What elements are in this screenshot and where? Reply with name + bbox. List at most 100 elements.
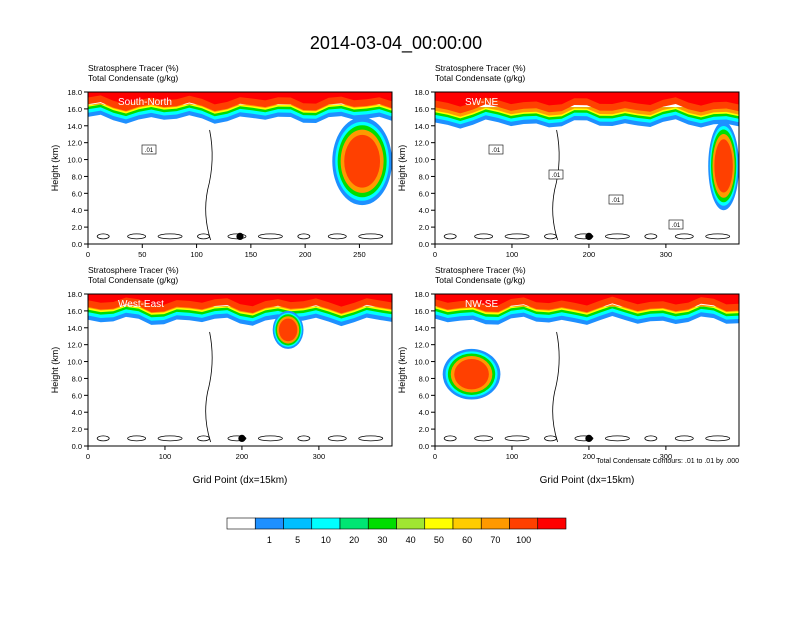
- colorbar-cell: [509, 517, 539, 530]
- panel-south-north: 0.0 2.0 4.0 6.0 8.0 10.0 12.0 14.0 16.0 18.0 0 50 10…: [50, 63, 393, 259]
- colorbar-cell: [537, 517, 567, 530]
- condensate-contour: [552, 331, 560, 443]
- field-layer: [88, 92, 392, 241]
- x-tick-label: 300: [660, 452, 673, 461]
- intrusion-1-layer-5: [714, 139, 733, 193]
- band-100pct: [435, 92, 739, 107]
- panel-annotation: NW-SE: [465, 299, 498, 310]
- y-axis-label: Height (km): [397, 347, 407, 394]
- condensate-contour: [297, 435, 311, 442]
- contour-label-box: [668, 219, 684, 230]
- colorbar-cell: [367, 517, 397, 530]
- y-tick-label: 16.0: [414, 105, 429, 114]
- condensate-contour: [157, 233, 183, 240]
- x-tick-label: 300: [660, 250, 673, 259]
- condensate-contour: [474, 435, 494, 442]
- y-tick-label: 10.0: [414, 156, 429, 165]
- y-tick-label: 10.0: [414, 358, 429, 367]
- y-tick-label: 6.0: [419, 391, 429, 400]
- y-tick-label: 10.0: [67, 358, 82, 367]
- y-tick-label: 14.0: [67, 324, 82, 333]
- colorbar-cell: [452, 517, 482, 530]
- y-tick-label: 6.0: [72, 391, 82, 400]
- condensate-contour: [205, 331, 213, 443]
- panel-subtitle: Total Condensate (g/kg): [435, 275, 525, 285]
- contour-footnote: Total Condensate Contours: .01 to .01 by…: [596, 458, 739, 465]
- y-tick-label: 12.0: [414, 139, 429, 148]
- y-tick-label: 2.0: [419, 223, 429, 232]
- colorbar-label: 100: [516, 535, 531, 545]
- panel-west-east: 0.0 2.0 4.0 6.0 8.0 10.0 12.0 14.0 16.0 18.0 0 100 2…: [50, 265, 393, 486]
- colorbar-cell: [339, 517, 369, 530]
- colorbar-label: 10: [321, 535, 331, 545]
- contour-label: .01: [612, 198, 621, 204]
- intrusion-1-layer-5: [344, 134, 381, 188]
- panel-subtitle: Total Condensate (g/kg): [435, 73, 525, 83]
- condensate-contour: [605, 435, 630, 442]
- condensate-contour: [705, 233, 731, 240]
- y-tick-label: 8.0: [72, 172, 82, 181]
- field-layer: [435, 92, 739, 241]
- y-tick-label: 2.0: [72, 425, 82, 434]
- y-tick-label: 14.0: [414, 324, 429, 333]
- condensate-contour: [157, 435, 183, 442]
- condensate-contour: [705, 435, 731, 442]
- y-tick-label: 16.0: [67, 307, 82, 316]
- contour-label: .01: [492, 148, 501, 154]
- panel-sw-ne: 0.0 2.0 4.0 6.0 8.0 10.0 12.0 14.0 16.0 18.0 0 100 2…: [397, 63, 740, 259]
- condensate-contour: [674, 233, 694, 240]
- y-tick-label: 4.0: [72, 408, 82, 417]
- x-tick-label: 200: [583, 452, 596, 461]
- contour-label-box: [488, 144, 504, 155]
- x-axis-label: Grid Point (dx=15km): [540, 475, 635, 486]
- y-tick-label: 16.0: [414, 307, 429, 316]
- plot-frame: [434, 293, 740, 447]
- panel-subtitle: Total Condensate (g/kg): [88, 73, 178, 83]
- band-100pct: [88, 294, 392, 307]
- y-tick-label: 4.0: [419, 206, 429, 215]
- condensate-contour: [605, 233, 630, 240]
- condensate-contour: [504, 233, 530, 240]
- condensate-contour: [96, 233, 110, 240]
- condensate-contour: [574, 435, 594, 442]
- contour-label: .01: [145, 148, 154, 154]
- y-tick-label: 8.0: [72, 374, 82, 383]
- x-tick-label: 100: [506, 250, 519, 259]
- condensate-contour: [674, 435, 694, 442]
- y-tick-label: 14.0: [67, 122, 82, 131]
- y-tick-label: 18.0: [414, 290, 429, 299]
- condensate-contour: [552, 129, 560, 241]
- condensate-contour: [127, 435, 147, 442]
- y-axis-label: Height (km): [397, 145, 407, 192]
- x-tick-label: 0: [86, 452, 90, 461]
- location-marker: [236, 232, 244, 240]
- y-tick-label: 12.0: [414, 341, 429, 350]
- x-tick-label: 100: [506, 452, 519, 461]
- plot-frame: [87, 293, 393, 447]
- colorbar-cell: [254, 517, 284, 530]
- y-tick-label: 6.0: [419, 189, 429, 198]
- contour-label: .01: [672, 223, 681, 229]
- location-marker: [238, 434, 246, 442]
- x-tick-label: 0: [433, 250, 437, 259]
- plot-frame: [87, 91, 393, 245]
- y-tick-label: 0.0: [72, 240, 82, 249]
- band-100pct: [88, 92, 392, 105]
- y-tick-label: 4.0: [419, 408, 429, 417]
- y-tick-label: 0.0: [419, 442, 429, 451]
- contour-label-box: [141, 144, 157, 155]
- y-tick-label: 18.0: [67, 88, 82, 97]
- condensate-contour: [205, 129, 213, 241]
- condensate-contour: [504, 435, 530, 442]
- condensate-contour: [327, 435, 347, 442]
- colorbar-cell: [424, 517, 454, 530]
- colorbar-label: 5: [295, 535, 300, 545]
- x-tick-label: 100: [190, 250, 203, 259]
- panel-subtitle: Stratosphere Tracer (%): [435, 265, 526, 275]
- x-tick-label: 200: [299, 250, 312, 259]
- field-layer: [435, 294, 739, 443]
- x-tick-label: 200: [236, 452, 249, 461]
- location-marker: [585, 232, 593, 240]
- contour-label-box: [548, 169, 564, 180]
